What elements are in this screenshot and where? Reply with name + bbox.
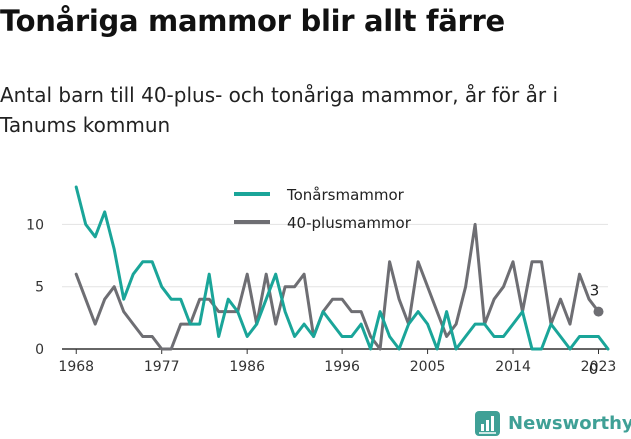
x-tick-label: 1977: [144, 359, 180, 375]
newsworthy-logo: Newsworthy: [475, 408, 631, 438]
x-tick-label: 1996: [324, 359, 360, 375]
x-tick-label: 2023: [581, 359, 617, 375]
brand-name: Newsworthy: [508, 413, 631, 434]
x-tick-label: 1968: [58, 359, 94, 375]
legend-label: 40-plusmammor: [287, 214, 412, 232]
x-tick-label: 2005: [410, 359, 446, 375]
y-tick-label: 0: [35, 342, 44, 358]
axes: 0 5 10 1968 1977 1986 1996 2005 2014 2023: [26, 217, 616, 375]
legend-label: Tonårsmammor: [286, 186, 405, 204]
series-lines: [76, 187, 608, 349]
bar-chart-icon: [475, 411, 500, 436]
end-label-40-plusmammor: 3: [590, 282, 600, 300]
x-tick-label: 2014: [495, 359, 531, 375]
y-tick-label: 5: [35, 280, 44, 296]
y-tick-label: 10: [26, 217, 44, 233]
series-line-tonarsmammor: [76, 187, 608, 349]
end-point-marker: [594, 307, 604, 317]
x-tick-label: 1986: [229, 359, 265, 375]
line-chart: 0 5 10 1968 1977 1986 1996 2005 2014 2023 Tonårsm…: [0, 0, 631, 439]
legend: Tonårsmammor 40-plusmammor: [234, 186, 412, 232]
end-label-tonarsmammor: 0: [589, 360, 599, 378]
